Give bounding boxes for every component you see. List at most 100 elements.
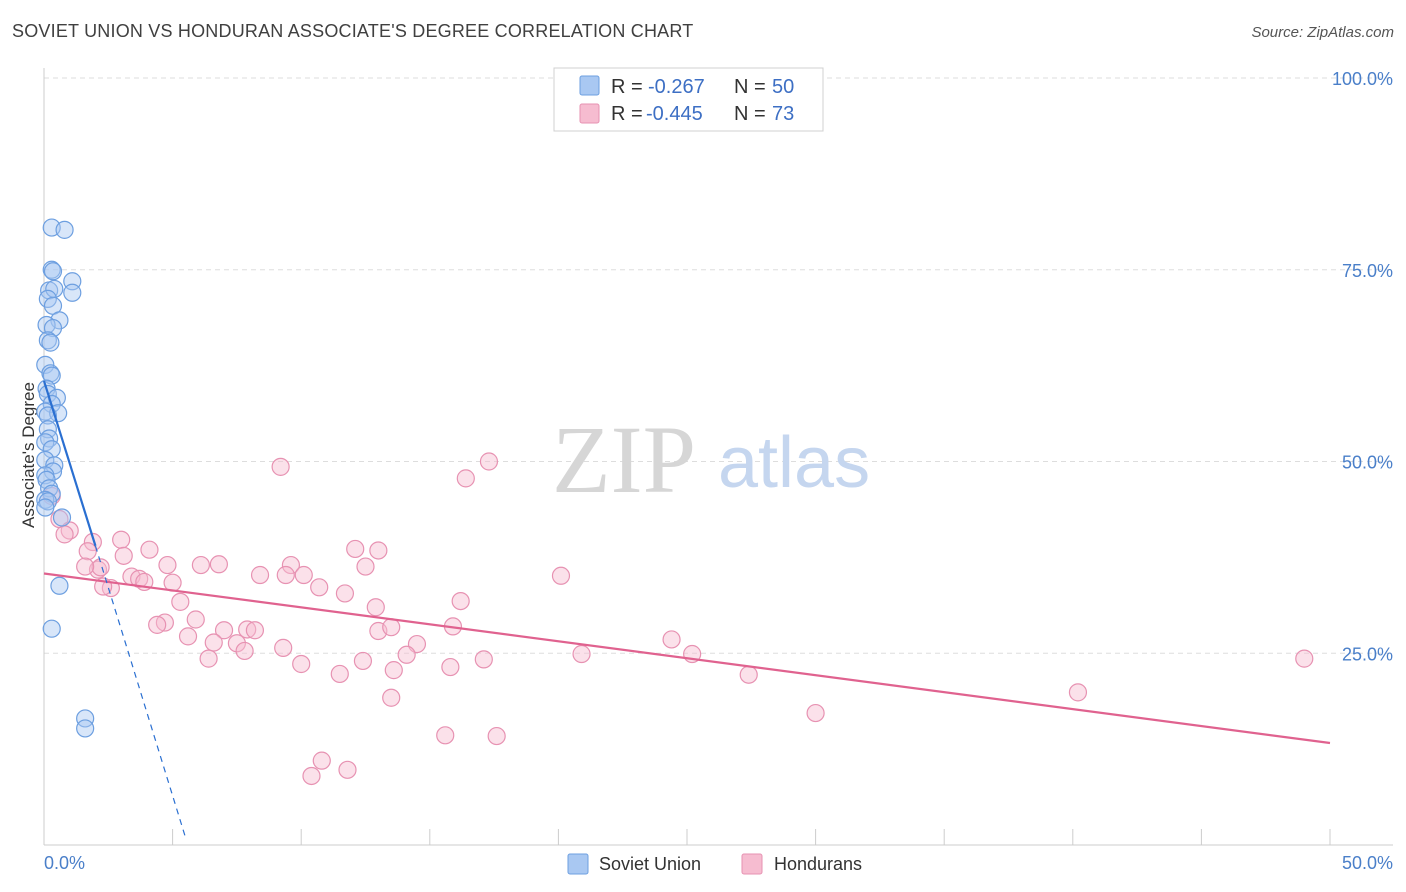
soviet-point bbox=[76, 709, 95, 728]
y-tick-label-75: 75.0% bbox=[1342, 261, 1393, 281]
honduran-point bbox=[276, 565, 295, 585]
honduran-point bbox=[114, 546, 133, 565]
honduran-point bbox=[346, 539, 365, 559]
watermark-atlas: atlas bbox=[718, 423, 870, 503]
correlation-legend: R = -0.267 N = 50 R = -0.445 N = 73 bbox=[553, 67, 824, 132]
honduran-point bbox=[294, 565, 313, 585]
y-axis-title: Associate's Degree bbox=[19, 382, 38, 528]
soviet-point bbox=[52, 508, 72, 527]
honduran-point bbox=[148, 615, 167, 634]
soviet-point bbox=[43, 262, 63, 281]
soviet-point bbox=[63, 283, 82, 302]
honduran-point bbox=[456, 469, 475, 488]
legend-r-value-soviet: -0.267 bbox=[648, 76, 705, 98]
honduran-point bbox=[479, 452, 499, 471]
soviet-point bbox=[45, 456, 64, 475]
honduran-point bbox=[397, 645, 416, 664]
honduran-point bbox=[572, 644, 591, 664]
honduran-point bbox=[739, 665, 758, 684]
honduran-point bbox=[330, 664, 349, 684]
honduran-point bbox=[250, 565, 270, 585]
honduran-point bbox=[140, 540, 159, 559]
honduran-point bbox=[487, 726, 506, 746]
y-tick-label-100: 100.0% bbox=[1332, 69, 1393, 89]
honduran-point bbox=[227, 634, 246, 653]
soviet-point bbox=[36, 498, 55, 517]
watermark-zip: ZIP bbox=[552, 406, 696, 513]
honduran-point bbox=[292, 654, 311, 674]
honduran-point bbox=[310, 578, 329, 597]
legend-n-value-honduran: 73 bbox=[772, 103, 794, 125]
honduran-point bbox=[382, 688, 401, 707]
soviet-point bbox=[76, 719, 95, 738]
honduran-point bbox=[1068, 683, 1088, 702]
soviet-points bbox=[36, 218, 95, 738]
honduran-point bbox=[78, 542, 97, 561]
honduran-point bbox=[369, 541, 388, 560]
honduran-point bbox=[451, 591, 470, 611]
honduran-point bbox=[551, 566, 571, 585]
honduran-point bbox=[384, 661, 403, 680]
legend-n-label-honduran: N = bbox=[734, 103, 766, 125]
honduran-point bbox=[1295, 649, 1314, 668]
honduran-point bbox=[366, 598, 385, 617]
honduran-trend-line bbox=[43, 572, 1331, 745]
honduran-point bbox=[474, 650, 493, 669]
honduran-point bbox=[171, 592, 190, 611]
honduran-point bbox=[186, 610, 205, 629]
honduran-point bbox=[178, 627, 198, 646]
soviet-point bbox=[55, 220, 74, 239]
y-tick-labels: 25.0% 50.0% 75.0% 100.0% bbox=[1332, 69, 1393, 664]
watermark: ZIP atlas bbox=[552, 406, 870, 513]
x-tick-label-max: 50.0% bbox=[1342, 853, 1393, 873]
legend-r-label-honduran: R = bbox=[611, 103, 643, 125]
soviet-trend-line bbox=[42, 380, 97, 547]
y-tick-label-25: 25.0% bbox=[1342, 644, 1393, 664]
honduran-point bbox=[271, 457, 290, 476]
legend-swatch-honduran bbox=[579, 103, 600, 124]
honduran-point bbox=[158, 555, 177, 575]
honduran-point bbox=[199, 649, 218, 668]
honduran-point bbox=[281, 555, 301, 575]
honduran-point bbox=[382, 618, 401, 637]
legend-n-label-soviet: N = bbox=[734, 76, 766, 98]
series-legend-label-honduran: Hondurans bbox=[774, 854, 862, 874]
legend-r-value-honduran: -0.445 bbox=[646, 103, 703, 125]
soviet-point bbox=[42, 619, 61, 638]
series-legend-swatch-honduran bbox=[741, 853, 763, 875]
honduran-point bbox=[209, 555, 228, 574]
series-legend-swatch-soviet bbox=[567, 853, 589, 875]
honduran-point bbox=[662, 630, 681, 649]
soviet-point bbox=[38, 331, 57, 350]
honduran-point bbox=[806, 703, 825, 723]
series-legend-label-soviet: Soviet Union bbox=[599, 854, 701, 874]
honduran-point bbox=[238, 620, 257, 639]
soviet-point bbox=[50, 576, 69, 595]
axes bbox=[43, 68, 1393, 846]
honduran-point bbox=[55, 525, 74, 544]
honduran-point bbox=[245, 621, 265, 640]
soviet-point bbox=[38, 406, 57, 425]
honduran-point bbox=[353, 651, 373, 671]
honduran-point bbox=[83, 532, 102, 552]
gridlines bbox=[44, 77, 1393, 654]
soviet-point bbox=[41, 333, 60, 352]
honduran-point bbox=[338, 760, 357, 779]
legend-n-value-soviet: 50 bbox=[772, 76, 794, 98]
honduran-point bbox=[76, 557, 95, 576]
honduran-point bbox=[335, 584, 355, 603]
honduran-point bbox=[441, 657, 460, 677]
honduran-point bbox=[130, 569, 149, 588]
honduran-points bbox=[42, 452, 1314, 786]
honduran-point bbox=[112, 530, 131, 549]
trend-lines bbox=[42, 380, 1331, 838]
honduran-point bbox=[235, 641, 254, 661]
soviet-point bbox=[36, 433, 55, 452]
chart-title: SOVIET UNION VS HONDURAN ASSOCIATE'S DEG… bbox=[12, 21, 694, 41]
honduran-point bbox=[274, 638, 293, 657]
honduran-point bbox=[356, 557, 375, 576]
honduran-point bbox=[204, 633, 223, 652]
legend-swatch-soviet bbox=[579, 75, 600, 96]
series-legend: Soviet Union Hondurans bbox=[567, 853, 862, 875]
